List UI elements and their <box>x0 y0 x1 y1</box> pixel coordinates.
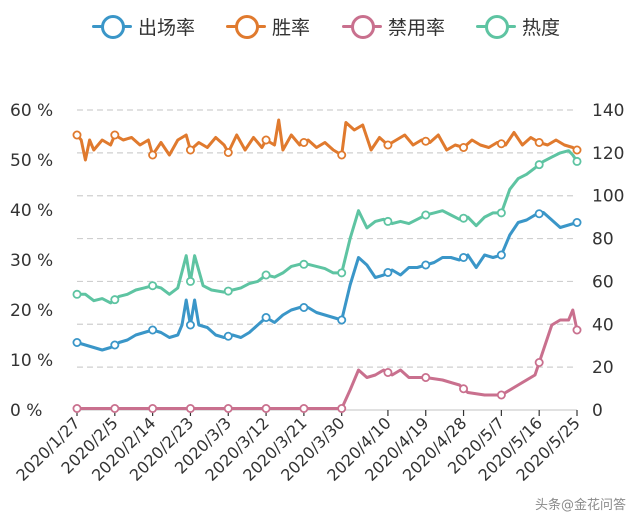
series-marker-3 <box>383 216 393 226</box>
series-marker-0 <box>223 331 233 341</box>
series-marker-1 <box>299 137 309 147</box>
series-marker-2 <box>572 325 582 335</box>
series-marker-1 <box>337 150 347 160</box>
legend-item-popularity[interactable]: 热度 <box>476 8 560 44</box>
series-marker-1 <box>72 130 82 140</box>
y-right-tick-label: 100 <box>592 187 624 207</box>
legend-swatch-icon <box>476 8 516 44</box>
series-marker-0 <box>459 252 469 262</box>
series-marker-3 <box>110 295 120 305</box>
y-right-tick-label: 20 <box>592 358 614 378</box>
series-line-1 <box>75 118 579 162</box>
y-left-tick-label: 40 % <box>10 201 53 221</box>
series-marker-0 <box>110 340 120 350</box>
y-left-tick-label: 0 % <box>10 401 42 421</box>
y-right-tick-label: 60 <box>592 272 614 292</box>
series-marker-3 <box>572 156 582 166</box>
y-left-tick-label: 50 % <box>10 151 53 171</box>
legend-swatch-icon <box>226 8 266 44</box>
series-marker-3 <box>261 270 271 280</box>
series-marker-2 <box>185 403 195 413</box>
y-left-tick-label: 60 % <box>10 101 53 121</box>
series-marker-2 <box>110 403 120 413</box>
series-marker-1 <box>572 145 582 155</box>
series-marker-3 <box>421 210 431 220</box>
series-marker-1 <box>534 137 544 147</box>
series-marker-0 <box>299 302 309 312</box>
legend-label: 胜率 <box>272 16 311 39</box>
y-right-tick-label: 120 <box>592 144 624 164</box>
legend-item-appearance-rate[interactable]: 出场率 <box>92 8 195 44</box>
series-marker-1 <box>185 145 195 155</box>
series-marker-0 <box>534 209 544 219</box>
y-left-tick-label: 10 % <box>10 351 53 371</box>
series-marker-0 <box>383 267 393 277</box>
series-marker-0 <box>337 315 347 325</box>
series-marker-0 <box>421 260 431 270</box>
series-marker-2 <box>148 403 158 413</box>
series-marker-3 <box>72 289 82 299</box>
series-marker-0 <box>72 337 82 347</box>
series-marker-1 <box>223 147 233 157</box>
series-marker-3 <box>534 160 544 170</box>
legend-swatch-icon <box>342 8 382 44</box>
series-line-2 <box>75 308 579 410</box>
y-right-tick-label: 140 <box>592 101 624 121</box>
series-marker-2 <box>261 403 271 413</box>
series-marker-0 <box>148 325 158 335</box>
series-marker-2 <box>383 367 393 377</box>
series-marker-0 <box>185 320 195 330</box>
series-marker-1 <box>421 136 431 146</box>
series-marker-2 <box>496 390 506 400</box>
y-left-tick-label: 20 % <box>10 301 53 321</box>
series-marker-2 <box>223 403 233 413</box>
series-marker-2 <box>459 384 469 394</box>
series-marker-2 <box>534 357 544 367</box>
y-right-tick-label: 0 <box>592 401 603 421</box>
series-marker-3 <box>148 281 158 291</box>
series-marker-0 <box>261 312 271 322</box>
series-marker-3 <box>185 276 195 286</box>
legend-item-ban-rate[interactable]: 禁用率 <box>342 8 445 44</box>
series-marker-3 <box>496 208 506 218</box>
series-line-0 <box>75 211 579 352</box>
legend-label: 禁用率 <box>388 16 446 39</box>
y-left-tick-label: 30 % <box>10 251 53 271</box>
watermark: 头条@金花问答 <box>534 498 626 513</box>
series-marker-2 <box>72 403 82 413</box>
series-marker-0 <box>496 250 506 260</box>
series-marker-3 <box>223 286 233 296</box>
series-marker-2 <box>299 403 309 413</box>
series-marker-1 <box>496 139 506 149</box>
legend-swatch-icon <box>92 8 132 44</box>
legend-item-win-rate[interactable]: 胜率 <box>226 8 310 44</box>
series-marker-0 <box>572 217 582 227</box>
series-marker-1 <box>383 140 393 150</box>
series-line-3 <box>75 149 579 305</box>
series-marker-3 <box>459 213 469 223</box>
legend-label: 热度 <box>522 16 561 39</box>
series-marker-1 <box>148 150 158 160</box>
series-marker-2 <box>337 403 347 413</box>
legend-label: 出场率 <box>138 16 196 39</box>
series-marker-2 <box>421 372 431 382</box>
y-right-tick-label: 80 <box>592 230 614 250</box>
legend: 出场率 胜率 禁用率 热度 <box>0 8 640 44</box>
series-marker-1 <box>459 142 469 152</box>
y-right-tick-label: 40 <box>592 315 614 335</box>
series-marker-3 <box>337 268 347 278</box>
series-marker-3 <box>299 259 309 269</box>
series-marker-1 <box>261 135 271 145</box>
series-marker-1 <box>110 130 120 140</box>
